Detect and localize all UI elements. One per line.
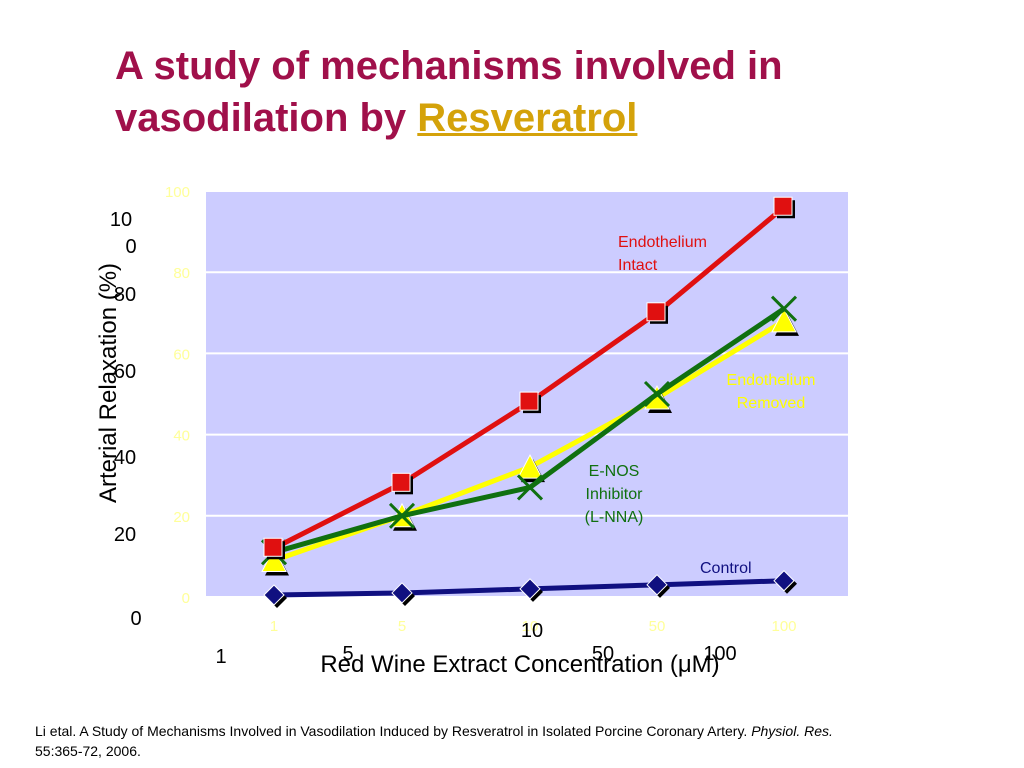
x-axis-label: Red Wine Extract Concentration (μM) <box>320 651 719 678</box>
y-tick-label: 0 <box>125 236 136 258</box>
y-tick-label: 60 <box>114 361 136 383</box>
faint-y-tick-label: 80 <box>173 265 190 282</box>
faint-y-tick-label: 100 <box>165 184 190 201</box>
data-point-diamond <box>519 578 541 600</box>
series-label-line: Removed <box>737 395 805 412</box>
slide-title: A study of mechanisms involved in vasodi… <box>115 40 975 144</box>
series-label-line: (L-NNA) <box>585 509 644 526</box>
x-tick-label: 50 <box>592 643 614 665</box>
data-point-x <box>770 295 798 322</box>
faint-x-tick-label: 1 <box>270 618 278 635</box>
faint-y-tick-label: 60 <box>173 346 190 363</box>
series-labels: Endothelium Intact Endothelium Removed E-NOS… <box>585 234 816 577</box>
series-label-line: Endothelium <box>727 372 816 389</box>
data-point-triangle <box>771 307 797 333</box>
citation-journal: Physiol. Res. <box>751 723 833 739</box>
data-point-diamond <box>646 574 668 596</box>
faint-y-tick-label: 40 <box>173 428 190 445</box>
faint-y-tick-label: 0 <box>182 590 190 607</box>
series-label-line: Control <box>700 560 752 577</box>
series-label-line: Inhibitor <box>586 486 644 503</box>
citation-text: Li etal. A Study of Mechanisms Involved … <box>35 723 752 739</box>
faint-x-axis-ticks: 1 5 10 50 100 <box>270 618 797 635</box>
faint-x-tick-label: 10 <box>522 618 539 635</box>
y-tick-label: 40 <box>114 447 136 469</box>
title-line-2: vasodilation by <box>115 96 418 140</box>
faint-x-tick-label: 50 <box>649 618 666 635</box>
citation-volume: 55:365-72, 2006. <box>35 743 141 759</box>
title-line-1: A study of mechanisms involved in <box>115 44 783 88</box>
y-axis-label: Arterial Relaxation (%) <box>95 263 122 503</box>
x-tick-label: 1 <box>215 646 226 668</box>
data-point-square <box>519 391 539 411</box>
x-tick-label: 100 <box>703 643 736 665</box>
series-label-line: Endothelium <box>618 234 707 251</box>
title-highlight: Resveratrol <box>417 96 638 140</box>
data-point-x <box>643 380 671 408</box>
series-layer <box>260 196 799 608</box>
data-point-diamond <box>773 570 795 592</box>
x-axis-ticks: 1 5 10 50 100 <box>215 620 736 668</box>
faint-x-tick-label: 5 <box>398 618 406 635</box>
data-point-square <box>263 537 283 557</box>
series-label: Endothelium Removed <box>727 372 816 412</box>
data-point-x <box>388 502 416 529</box>
series-label: Control <box>700 560 752 577</box>
series-label: E-NOS Inhibitor (L-NNA) <box>585 463 644 526</box>
y-tick-label: 80 <box>114 284 136 306</box>
data-point-square <box>773 196 793 216</box>
data-point-square <box>391 472 411 492</box>
y-tick-label: 10 <box>110 209 132 231</box>
faint-y-axis-ticks: 100 80 60 40 20 0 <box>165 184 190 607</box>
series-endothelium-intact <box>263 196 795 560</box>
citation: Li etal. A Study of Mechanisms Involved … <box>35 721 1015 761</box>
data-point-x <box>516 474 544 501</box>
y-tick-label: 0 <box>130 608 141 630</box>
data-point-diamond <box>391 582 413 604</box>
series-control <box>263 570 797 608</box>
faint-x-tick-label: 100 <box>771 618 796 635</box>
faint-y-tick-label: 20 <box>173 509 190 526</box>
series-label-line: Intact <box>618 257 658 274</box>
data-point-triangle <box>517 453 543 479</box>
series-label: Endothelium Intact <box>618 234 707 274</box>
x-tick-label: 5 <box>342 643 353 665</box>
data-point-diamond <box>263 584 285 606</box>
gridlines <box>204 190 848 598</box>
y-tick-label: 20 <box>114 524 136 546</box>
series-label-line: E-NOS <box>589 463 640 480</box>
x-tick-label: 10 <box>521 620 543 642</box>
data-point-square <box>646 302 666 322</box>
